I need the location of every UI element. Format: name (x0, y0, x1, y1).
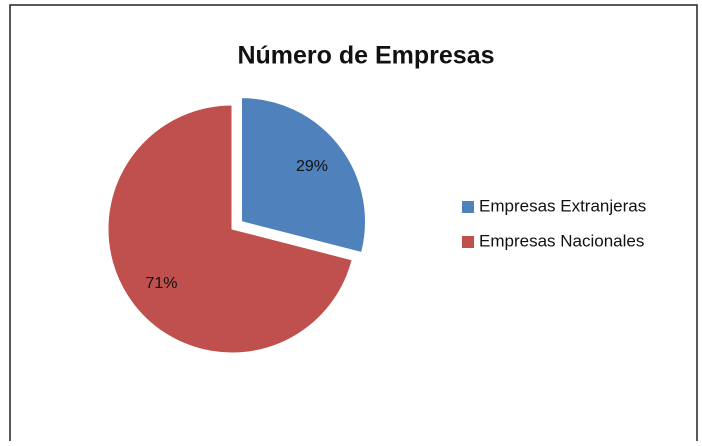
data-label: 29% (296, 158, 328, 175)
pie-slice (107, 104, 353, 354)
chart-title: Número de Empresas (237, 42, 494, 70)
legend-label: Empresas Extranjeras (479, 196, 646, 215)
legend-swatch (462, 201, 474, 213)
data-label: 71% (145, 275, 177, 292)
chart-frame (9, 4, 698, 441)
legend-swatch (462, 236, 474, 248)
legend-label: Empresas Nacionales (479, 231, 644, 250)
pie-slice (240, 97, 366, 254)
